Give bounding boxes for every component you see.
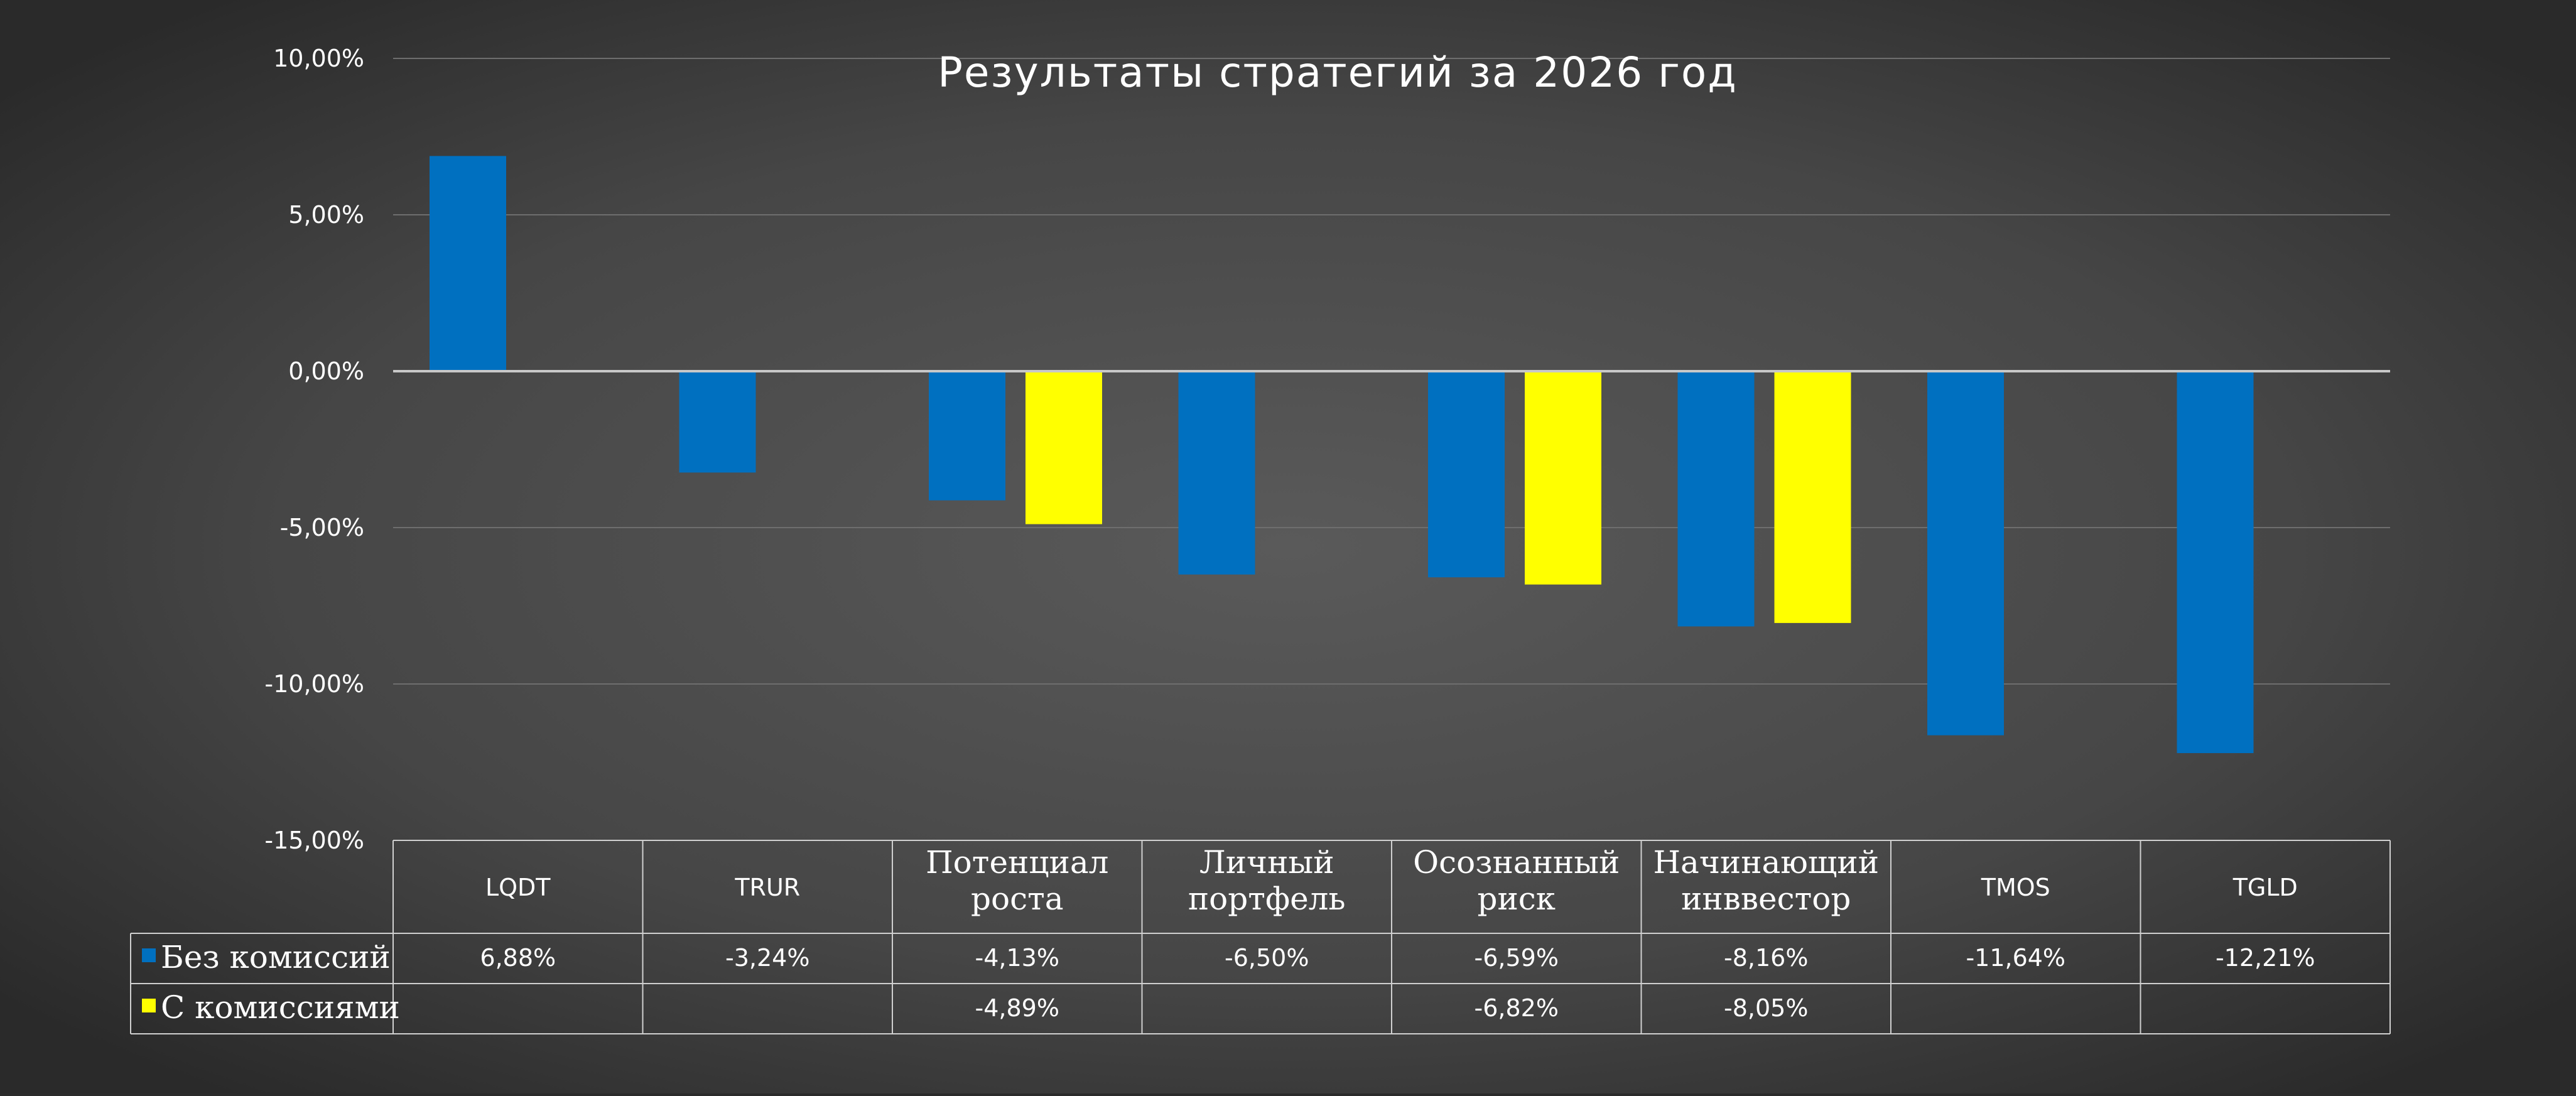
bar-with-fee — [1525, 371, 1601, 585]
data-value-label: -8,16% — [1724, 944, 1808, 972]
y-tick-label: 5,00% — [288, 201, 364, 229]
legend-swatch — [142, 948, 156, 962]
data-value-label: -4,13% — [975, 944, 1059, 972]
data-value-label: -6,82% — [1475, 994, 1559, 1022]
category-label: роста — [971, 881, 1064, 917]
category-label: TGLD — [2232, 874, 2298, 901]
bar-no-fee — [2177, 371, 2254, 754]
data-value-label: -12,21% — [2216, 944, 2315, 972]
y-tick-label: 10,00% — [273, 45, 364, 72]
bar-no-fee — [1927, 371, 2004, 735]
category-label: портфель — [1188, 881, 1346, 917]
bar-no-fee — [929, 371, 1005, 501]
category-label: инввестор — [1681, 881, 1851, 917]
bar-layer — [430, 156, 2254, 754]
legend-series-name: С комиссиями — [161, 989, 400, 1026]
category-label: Начинающий — [1653, 844, 1879, 881]
bar-with-fee — [1026, 371, 1102, 524]
data-value-label: 6,88% — [480, 944, 556, 972]
bar-no-fee — [1178, 371, 1255, 575]
axis-layer: 10,00% 5,00% 0,00% -5,00% -10,00% -15,00% — [264, 45, 2390, 854]
y-tick-label: -10,00% — [264, 670, 364, 698]
data-value-label: -6,50% — [1225, 944, 1309, 972]
bar-with-fee — [1774, 371, 1851, 623]
data-value-label: -3,24% — [725, 944, 809, 972]
grid-layer — [393, 58, 2390, 685]
bar-no-fee — [679, 371, 756, 473]
y-tick-label: 0,00% — [288, 357, 364, 385]
y-tick-label: -15,00% — [264, 827, 364, 854]
bar-no-fee — [1428, 371, 1505, 578]
legend-series-name: Без комиссий — [161, 939, 391, 975]
data-value-label: -11,64% — [1966, 944, 2065, 972]
data-value-label: -8,05% — [1724, 994, 1808, 1022]
category-label: риск — [1477, 881, 1556, 917]
chart-title: Результаты стратегий за 2026 год — [938, 48, 1738, 97]
category-label: TRUR — [734, 874, 800, 901]
category-label: Потенциал — [926, 844, 1108, 881]
data-value-label: -6,59% — [1475, 944, 1559, 972]
legend-swatch — [142, 999, 156, 1012]
y-tick-label: -5,00% — [280, 514, 364, 541]
category-label: TMOS — [1981, 874, 2050, 901]
bar-no-fee — [430, 156, 506, 371]
category-label: Осознанный — [1413, 844, 1620, 881]
category-label: LQDT — [485, 874, 551, 901]
bar-no-fee — [1677, 371, 1755, 627]
data-value-label: -4,89% — [975, 994, 1059, 1022]
category-label: Личный — [1199, 844, 1334, 881]
